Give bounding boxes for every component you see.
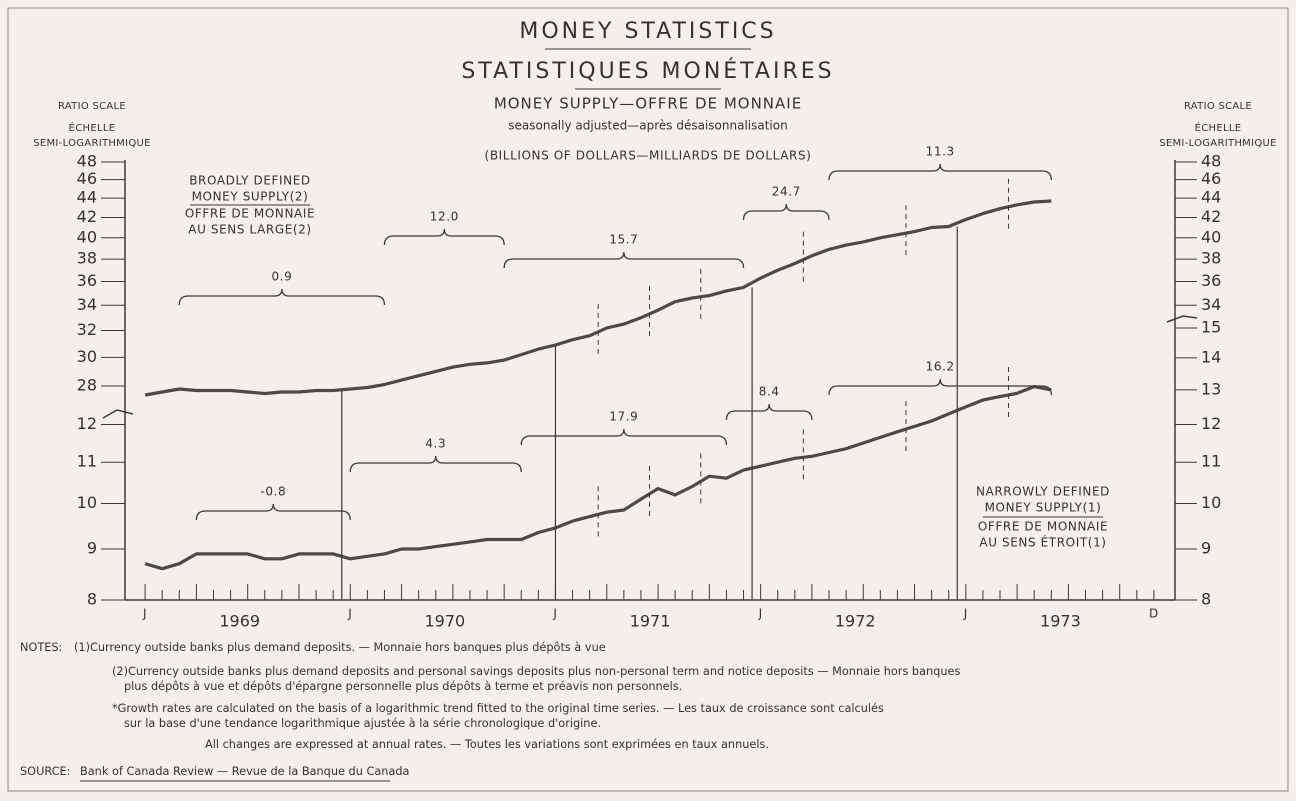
chart-title: MONEY STATISTICS (519, 19, 776, 44)
y2-tick-label: 15 (1201, 318, 1221, 337)
growth-rate-label: 15.7 (609, 233, 638, 247)
y2-tick-label: 40 (1201, 227, 1221, 246)
year-label: 1969 (219, 612, 260, 631)
series-label: AU SENS ÉTROIT(1) (979, 535, 1106, 550)
y2-tick-label: 11 (1201, 452, 1221, 471)
year-label: 1970 (425, 612, 466, 631)
series-label: MONEY SUPPLY(1) (985, 501, 1102, 515)
note: (2)Currency outside banks plus demand de… (112, 665, 960, 678)
x-tick-label: J (963, 607, 968, 621)
y2-tick-label: 10 (1201, 493, 1221, 512)
growth-bracket (178, 288, 386, 306)
y2-tick-label: 42 (1201, 207, 1221, 226)
y-tick-label: 28 (77, 376, 97, 395)
y2-tick-label: 9 (1201, 539, 1211, 558)
y-tick-label: 10 (77, 493, 97, 512)
series-label: AU SENS LARGE(2) (188, 223, 311, 237)
y-tick-label: 8 (87, 590, 97, 609)
growth-rate-label: 0.9 (271, 270, 292, 284)
y-tick-label: 46 (77, 169, 97, 188)
axis-label: SEMI-LOGARITHMIQUE (1159, 138, 1277, 149)
year-label: 1972 (835, 612, 876, 631)
y-tick-label: 42 (77, 207, 97, 226)
series-line (144, 385, 1052, 571)
growth-rate-label: 24.7 (772, 185, 801, 199)
y-tick-label: 32 (77, 320, 97, 339)
axis-label: ÉCHELLE (1195, 121, 1242, 134)
series-label: BROADLY DEFINED (189, 174, 311, 188)
chart-title-fr: STATISTIQUES MONÉTAIRES (461, 58, 834, 84)
y-tick-label: 9 (87, 539, 97, 558)
y-tick-label: 36 (77, 271, 97, 290)
series-label: OFFRE DE MONNAIE (185, 207, 315, 221)
y2-tick-label: 46 (1201, 169, 1221, 188)
note: *Growth rates are calculated on the basi… (112, 702, 884, 715)
x-tick-label: J (552, 607, 557, 621)
y-tick-label: 30 (77, 347, 97, 366)
y2-tick-label: 13 (1201, 379, 1221, 398)
growth-rate-label: 17.9 (609, 410, 638, 424)
growth-bracket (383, 228, 505, 246)
y-tick-label: 44 (77, 188, 97, 207)
growth-bracket (742, 203, 830, 221)
y2-tick-label: 48 (1201, 152, 1221, 171)
growth-bracket (503, 251, 745, 269)
note: All changes are expressed at annual rate… (205, 738, 769, 751)
growth-rate-label: -0.8 (260, 485, 286, 499)
note: plus dépôts à vue et dépôts d'épargne pe… (124, 680, 682, 693)
y2-tick-label: 38 (1201, 249, 1221, 268)
axis-break (102, 409, 134, 419)
growth-bracket (725, 403, 813, 421)
growth-bracket (828, 378, 1052, 396)
x-tick-label: J (347, 607, 352, 621)
frame (7, 7, 1289, 792)
y-tick-label: 38 (77, 249, 97, 268)
y2-tick-label: 44 (1201, 188, 1221, 207)
growth-rate-label: 4.3 (425, 437, 446, 451)
axis-label: ÉCHELLE (69, 121, 116, 134)
x-tick-label: J (758, 607, 763, 621)
y2-tick-label: 36 (1201, 271, 1221, 290)
notes-label: NOTES: (20, 641, 62, 654)
source: Bank of Canada Review — Revue de la Banq… (80, 765, 409, 778)
y-tick-label: 40 (77, 227, 97, 246)
y-tick-label: 48 (77, 152, 97, 171)
subtitle: MONEY SUPPLY—OFFRE DE MONNAIE (494, 95, 802, 113)
y2-tick-label: 14 (1201, 347, 1221, 366)
x-tick-label: J (142, 607, 147, 621)
series-label: OFFRE DE MONNAIE (978, 520, 1108, 534)
series-label: MONEY SUPPLY(2) (192, 190, 309, 204)
growth-bracket (195, 503, 351, 521)
y2-tick-label: 8 (1201, 590, 1211, 609)
axis-label: SEMI-LOGARITHMIQUE (33, 138, 151, 149)
axis-break (1166, 315, 1198, 323)
growth-rate-label: 8.4 (759, 385, 780, 399)
growth-rate-label: 11.3 (926, 145, 955, 159)
series-label: NARROWLY DEFINED (976, 485, 1110, 499)
year-label: 1971 (630, 612, 671, 631)
growth-rate-label: 16.2 (926, 360, 955, 374)
growth-bracket (520, 428, 728, 446)
note: (1)Currency outside banks plus demand de… (74, 641, 606, 654)
units: (BILLIONS OF DOLLARS—MILLIARDS DE DOLLAR… (485, 149, 812, 163)
year-label: 1973 (1040, 612, 1081, 631)
x-tick-label: D (1149, 607, 1159, 621)
axis-label: RATIO SCALE (58, 101, 126, 112)
y2-tick-label: 34 (1201, 295, 1221, 314)
axis-label: RATIO SCALE (1184, 101, 1252, 112)
subtitle: seasonally adjusted—après désaisonnalisa… (508, 119, 787, 133)
growth-bracket (828, 163, 1052, 181)
y-tick-label: 11 (77, 452, 97, 471)
growth-rate-label: 12.0 (430, 210, 459, 224)
y-tick-label: 34 (77, 295, 97, 314)
y2-tick-label: 12 (1201, 414, 1221, 433)
source-label: SOURCE: (20, 765, 70, 778)
y-tick-label: 12 (77, 414, 97, 433)
growth-bracket (349, 455, 522, 473)
note: sur la base d'une tendance logarithmique… (124, 717, 601, 730)
